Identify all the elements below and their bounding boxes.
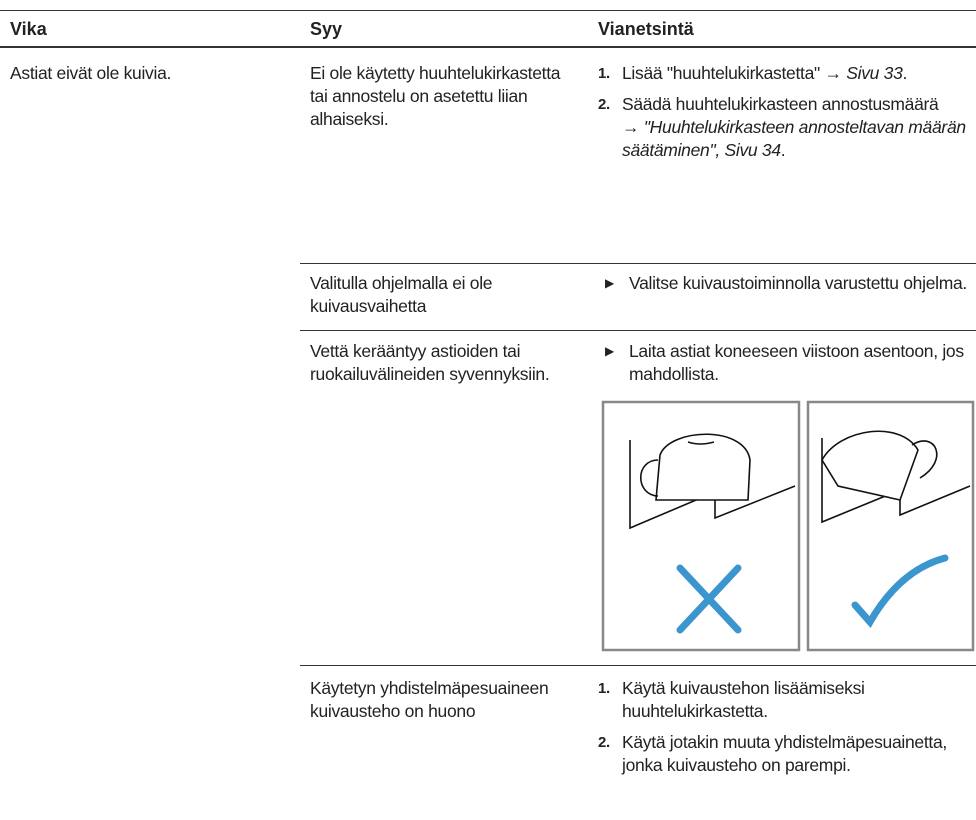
- action: ▶ Valitse kuivaustoiminnolla varustettu o…: [605, 272, 970, 295]
- step-text: Käytä kuivaustehon lisäämiseksi huuhtelu…: [622, 678, 865, 721]
- bullet: ▶: [605, 344, 614, 358]
- action-text: Valitse kuivaustoiminnolla varustettu oh…: [629, 273, 967, 293]
- step: 2. Käytä jotakin muuta yhdistelmäpesuaine…: [598, 731, 973, 777]
- cause: Käytetyn yhdistelmäpesuaineen kuivausteh…: [310, 678, 549, 721]
- cause: Vettä kerääntyy astioiden tai ruokailuvä…: [310, 341, 550, 384]
- step: 2. Säädä huuhtelukirkasteen annostusmäärä…: [598, 93, 973, 162]
- cause: Valitulla ohjelmalla ei ole kuivausvaihe…: [310, 273, 493, 316]
- cross: [676, 564, 742, 634]
- header-rule: [0, 46, 976, 48]
- fault: Astiat eivät ole kuivia.: [10, 63, 172, 83]
- row-rule: [300, 263, 976, 264]
- text: .: [780, 140, 786, 160]
- text: Lisää "huuhtelukirkastetta" →: [622, 63, 847, 83]
- steps: 1. Käytä kuivaustehon lisäämiseksi huuhte…: [598, 677, 973, 785]
- steps: 1. Lisää "huuhtelukirkastetta" → Sivu 33.…: [598, 62, 973, 170]
- row-rule: [300, 665, 976, 666]
- check: [851, 554, 949, 628]
- header-cause: Syy: [310, 19, 343, 39]
- wrong-cup: [629, 433, 796, 530]
- step-text: Käytä jotakin muuta yhdistelmäpesuainett…: [622, 732, 947, 775]
- step-num: 2.: [598, 96, 610, 113]
- text: Säädä huuhtelukirkasteen annostusmäärä: [622, 94, 939, 114]
- step: 1. Käytä kuivaustehon lisäämiseksi huuhte…: [598, 677, 973, 723]
- top-rule: [0, 10, 976, 11]
- action-text: Laita astiat koneeseen viistoon asentoon…: [629, 341, 964, 384]
- panel: [601, 400, 801, 652]
- step-num: 1.: [598, 65, 610, 82]
- row-rule: [300, 330, 976, 331]
- ref: Sivu 33: [846, 63, 903, 83]
- step: 1. Lisää "huuhtelukirkastetta" → Sivu 33.: [598, 62, 973, 85]
- right-cup: [821, 430, 971, 524]
- step-num: 2.: [598, 734, 610, 751]
- step-text: Säädä huuhtelukirkasteen annostusmäärä → …: [622, 93, 973, 162]
- action: ▶ Laita astiat koneeseen viistoon asentoo…: [605, 340, 970, 386]
- step-text: Lisää "huuhtelukirkastetta" → Sivu 33.: [622, 62, 907, 85]
- step-num: 1.: [598, 680, 610, 697]
- text: .: [902, 63, 908, 83]
- cause: Ei ole käytetty huuhtelukirkastetta tai …: [310, 63, 561, 129]
- panel: [806, 400, 975, 652]
- header-remedy: Vianetsintä: [598, 19, 694, 39]
- header-fault: Vika: [10, 19, 47, 39]
- illustration: [601, 400, 975, 652]
- bullet: ▶: [605, 276, 614, 290]
- ref: → "Huuhtelukirkasteen annosteltavan määr…: [622, 117, 966, 160]
